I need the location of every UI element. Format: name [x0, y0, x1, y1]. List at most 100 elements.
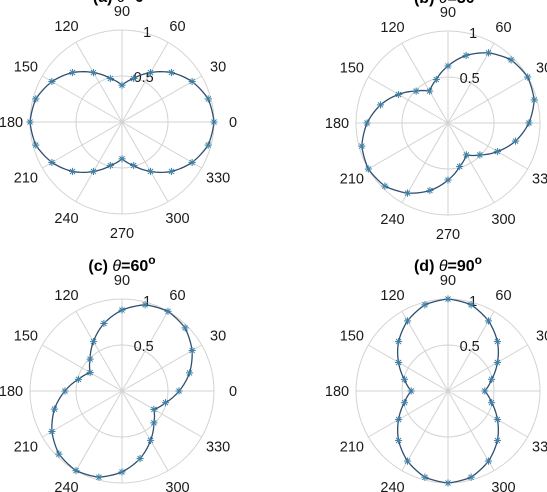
grid-spoke [121, 311, 169, 392]
data-point-marker [100, 319, 108, 328]
data-point-marker [403, 317, 412, 325]
data-point-marker [86, 355, 94, 363]
data-point-marker [32, 95, 40, 103]
data-point-marker [146, 69, 155, 77]
data-point-marker [395, 415, 403, 424]
data-point-marker [493, 415, 501, 424]
theta-tick-label: 180 [325, 384, 349, 400]
theta-tick-label: 210 [340, 440, 364, 456]
data-point-marker [210, 118, 218, 126]
r-tick-label: 0.5 [460, 71, 480, 87]
data-point-marker [421, 301, 429, 309]
grid-spoke [121, 390, 169, 471]
theta-tick-label: 240 [380, 480, 404, 492]
grid-spoke [368, 122, 449, 170]
data-point-marker [426, 87, 434, 95]
theta-tick-label: 180 [0, 384, 23, 400]
data-point-marker [511, 137, 520, 145]
theta-tick-label: 180 [0, 115, 23, 131]
theta-tick-label: 330 [532, 440, 547, 456]
data-point-marker [188, 346, 196, 355]
data-point-marker [118, 306, 126, 314]
data-point-marker [395, 358, 403, 367]
data-point-marker [61, 387, 69, 395]
data-point-marker [400, 375, 409, 383]
data-point-marker [175, 387, 183, 395]
theta-tick-label: 120 [380, 288, 404, 304]
grid-spoke [447, 76, 528, 124]
data-point-marker [432, 75, 440, 84]
data-point-marker [467, 301, 475, 309]
data-point-marker [204, 141, 212, 149]
grid-spoke [75, 311, 123, 392]
data-point-marker [68, 167, 77, 176]
data-point-marker [493, 337, 502, 346]
theta-tick-label: 300 [165, 480, 189, 492]
grid-spoke [42, 344, 123, 392]
grid-spoke [447, 43, 495, 124]
data-point-marker [89, 69, 98, 77]
grid-spoke [401, 311, 449, 392]
data-point-marker [484, 457, 493, 465]
data-point-marker [118, 468, 126, 476]
theta-tick-label: 0 [229, 115, 237, 131]
data-point-marker [50, 405, 59, 413]
grid-spoke [401, 390, 449, 471]
data-point-marker [95, 473, 103, 481]
data-point-marker [426, 186, 434, 195]
data-point-marker [188, 77, 196, 86]
panel-title: (d) θ=90o [414, 253, 482, 275]
data-point-marker [467, 473, 475, 481]
r-tick-label: 0.5 [460, 339, 480, 355]
data-point-marker [394, 436, 403, 445]
data-point-marker [403, 457, 412, 465]
data-point-marker [376, 101, 385, 109]
data-point-marker [456, 162, 464, 171]
grid-spoke [447, 344, 528, 392]
data-point-marker [161, 399, 170, 407]
data-point-marker [118, 81, 126, 89]
data-point-marker [89, 338, 98, 346]
r-tick-label: 1 [469, 294, 477, 310]
theta-tick-label: 90 [440, 273, 456, 289]
data-point-marker [68, 68, 77, 77]
panel-title: (c) θ=60o [88, 253, 155, 275]
grid-spoke [75, 121, 123, 202]
grid-spoke [75, 42, 123, 123]
data-point-marker [444, 479, 452, 487]
grid-spoke [42, 121, 123, 169]
data-point-marker [487, 399, 496, 407]
data-point-marker [484, 317, 493, 325]
theta-tick-label: 30 [210, 329, 226, 345]
data-point-marker [130, 74, 138, 83]
grid-spoke [447, 311, 495, 392]
data-point-marker [412, 87, 420, 95]
data-point-marker [55, 450, 63, 458]
grid-spoke [368, 344, 449, 392]
theta-tick-label: 90 [114, 4, 130, 20]
theta-tick-label: 300 [491, 480, 515, 492]
grid-spoke [121, 390, 202, 438]
data-point-marker [462, 51, 470, 60]
r-tick-label: 1 [469, 26, 477, 42]
data-point-marker [407, 387, 415, 395]
data-point-marker [146, 436, 155, 444]
theta-tick-label: 180 [325, 116, 349, 132]
data-point-marker [136, 454, 144, 463]
panel-title: (b) θ=30o [414, 0, 482, 7]
theta-tick-label: 30 [210, 60, 226, 76]
theta-tick-label: 150 [14, 60, 38, 76]
theta-tick-label: 120 [54, 288, 78, 304]
data-point-marker [403, 189, 412, 197]
theta-tick-label: 0 [229, 384, 237, 400]
data-point-marker [106, 74, 114, 83]
grid-spoke [401, 122, 449, 203]
theta-tick-label: 90 [440, 5, 456, 21]
grid-spoke [121, 121, 202, 169]
panel-title: (a) θ=0o [93, 0, 151, 6]
data-point-marker [185, 369, 194, 377]
r-tick-label: 1 [143, 294, 151, 310]
